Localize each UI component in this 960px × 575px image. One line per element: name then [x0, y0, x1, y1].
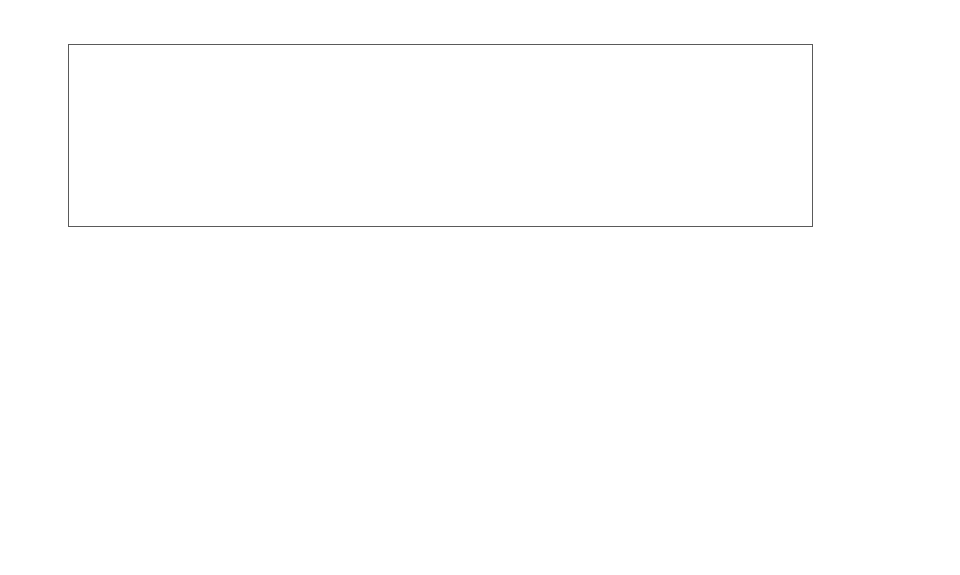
balance-chart — [0, 44, 960, 264]
chart-svg — [69, 45, 812, 226]
page-title — [0, 0, 960, 22]
chart-canvas — [68, 44, 813, 227]
